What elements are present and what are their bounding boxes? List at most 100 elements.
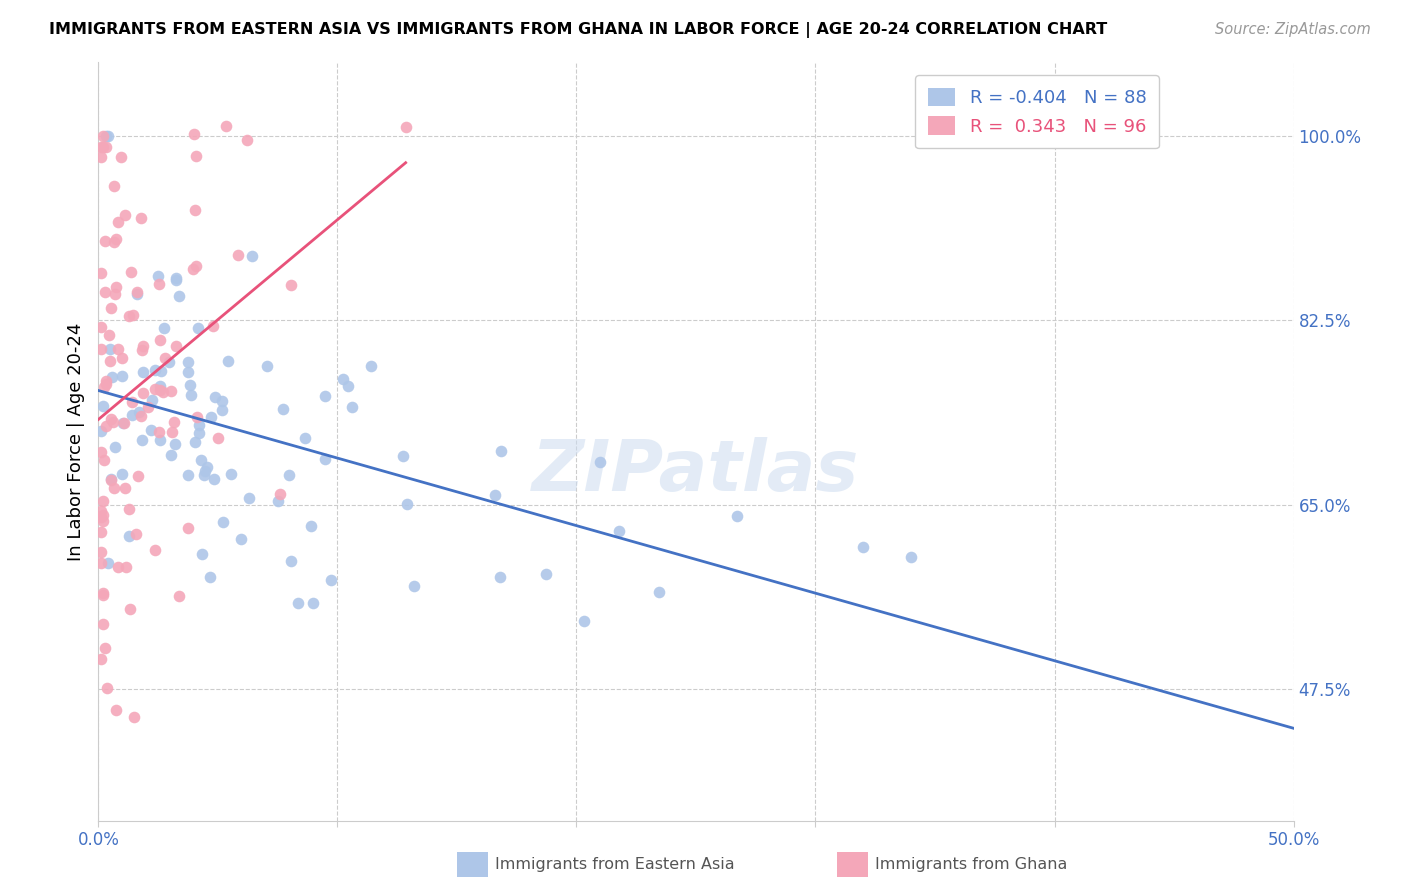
Text: Immigrants from Eastern Asia: Immigrants from Eastern Asia: [495, 857, 734, 871]
Point: [100, 472, 122, 486]
Text: IMMIGRANTS FROM EASTERN ASIA VS IMMIGRANTS FROM GHANA IN LABOR FORCE | AGE 20-24: IMMIGRANTS FROM EASTERN ASIA VS IMMIGRAN…: [49, 22, 1108, 38]
Point: [177, 521, 200, 535]
Point: [132, 386, 155, 401]
Point: [143, 542, 166, 557]
Point: [91, 616, 114, 631]
Point: [277, 468, 299, 483]
Point: [186, 409, 208, 424]
Point: [112, 417, 135, 431]
Point: [148, 425, 170, 439]
Point: [105, 703, 128, 717]
Point: [184, 149, 207, 163]
Point: [114, 207, 136, 221]
Legend: R = -0.404   N = 88, R =  0.343   N = 96: R = -0.404 N = 88, R = 0.343 N = 96: [915, 75, 1159, 148]
Point: [104, 440, 127, 454]
Point: [131, 433, 153, 447]
Point: [198, 569, 221, 583]
Point: [177, 355, 200, 369]
Point: [153, 321, 176, 335]
Point: [103, 235, 125, 249]
Point: [195, 459, 218, 474]
Point: [202, 319, 225, 334]
Point: [221, 467, 243, 482]
Point: [121, 394, 143, 409]
Y-axis label: In Labor Force | Age 20-24: In Labor Force | Age 20-24: [66, 322, 84, 561]
Point: [148, 277, 170, 291]
Point: [122, 308, 145, 322]
Point: [181, 262, 204, 277]
Point: [94, 376, 117, 391]
Point: [215, 119, 238, 133]
Point: [725, 508, 748, 523]
Point: [149, 433, 172, 447]
Point: [90, 503, 112, 517]
Point: [395, 120, 418, 135]
Point: [118, 309, 141, 323]
Point: [314, 452, 336, 467]
Point: [607, 524, 630, 538]
Point: [204, 390, 226, 404]
Point: [107, 215, 129, 229]
Point: [107, 560, 129, 574]
Point: [125, 527, 148, 541]
Point: [103, 179, 125, 194]
Point: [202, 472, 225, 486]
Point: [90, 266, 112, 280]
Point: [127, 285, 149, 300]
Point: [141, 392, 163, 407]
Point: [100, 412, 122, 426]
Point: [111, 369, 134, 384]
Point: [149, 333, 172, 347]
Point: [132, 339, 155, 353]
Point: [96, 374, 118, 388]
Point: [240, 249, 263, 263]
Point: [157, 355, 180, 369]
Point: [149, 383, 172, 397]
Point: [100, 369, 122, 384]
Text: Immigrants from Ghana: Immigrants from Ghana: [875, 857, 1067, 871]
Point: [194, 464, 217, 478]
Point: [91, 508, 114, 522]
Point: [94, 129, 117, 144]
Point: [340, 400, 363, 414]
Point: [191, 547, 214, 561]
Point: [107, 342, 129, 356]
Point: [111, 467, 134, 481]
Point: [238, 491, 260, 506]
Point: [93, 452, 115, 467]
Point: [183, 127, 205, 141]
Point: [110, 150, 132, 164]
Point: [104, 287, 127, 301]
Point: [184, 434, 207, 449]
Point: [299, 519, 322, 533]
Point: [273, 402, 295, 417]
Point: [167, 289, 190, 303]
Point: [180, 388, 202, 402]
Point: [98, 354, 121, 368]
Point: [160, 384, 183, 399]
Point: [392, 450, 415, 464]
Point: [91, 399, 114, 413]
Point: [90, 557, 112, 571]
Point: [190, 452, 212, 467]
Point: [91, 514, 114, 528]
Point: [96, 556, 118, 570]
Text: ZIPatlas: ZIPatlas: [533, 437, 859, 507]
Point: [131, 343, 153, 358]
Point: [280, 278, 302, 293]
Point: [143, 382, 166, 396]
Point: [160, 425, 183, 439]
Point: [94, 418, 117, 433]
Point: [165, 270, 187, 285]
Point: [188, 418, 211, 433]
Point: [121, 409, 143, 423]
Point: [193, 467, 215, 482]
Point: [280, 554, 302, 568]
Text: Source: ZipAtlas.com: Source: ZipAtlas.com: [1215, 22, 1371, 37]
Point: [160, 448, 183, 462]
Point: [287, 596, 309, 610]
Point: [179, 377, 201, 392]
Point: [120, 265, 142, 279]
Point: [211, 403, 233, 417]
Point: [90, 445, 112, 459]
